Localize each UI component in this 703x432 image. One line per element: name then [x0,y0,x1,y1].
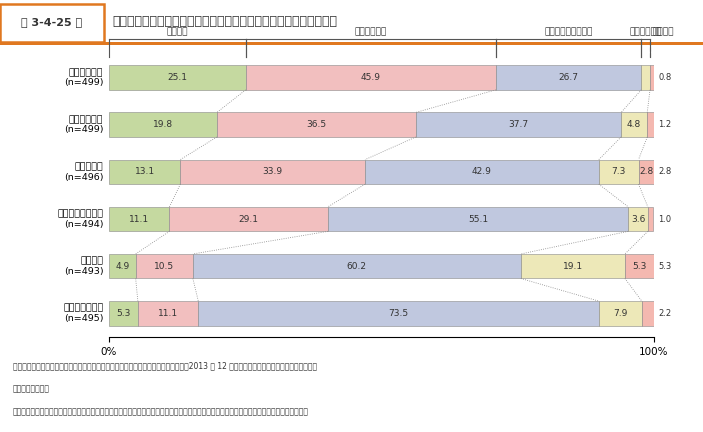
Text: 42.9: 42.9 [472,167,492,176]
Text: 3.6: 3.6 [631,215,645,224]
Text: 13.1: 13.1 [134,167,155,176]
Bar [647,112,654,137]
Bar [198,301,599,326]
Text: 4.8: 4.8 [627,120,641,129]
Text: 第 3-4-25 図: 第 3-4-25 図 [22,17,82,27]
Bar [193,254,521,279]
Text: どちらとも言えない: どちらとも言えない [544,27,593,36]
Bar [0,42,703,45]
Bar [109,65,246,90]
Text: 5.3: 5.3 [116,309,131,318]
Text: 直接投資（販売機能）の開始によって企業の国内事業に与えた影響: 直接投資（販売機能）の開始によって企業の国内事業に与えた影響 [112,15,337,28]
Text: 5.3: 5.3 [632,262,647,271]
Bar [109,112,217,137]
Bar [0,3,104,42]
Bar [217,112,415,137]
Bar [638,160,654,184]
Text: 2.8: 2.8 [658,167,671,176]
Bar [138,301,198,326]
Text: （注）最も重要な直接投資先の機能として、「販売機能」と回答した企業の、直接投資の開始による国内事業への影響の回答を集計している。: （注）最も重要な直接投資先の機能として、「販売機能」と回答した企業の、直接投資の… [13,408,309,417]
Bar [181,160,365,184]
Bar [496,65,641,90]
Bar [169,207,328,231]
Bar [109,160,181,184]
Text: 1.0: 1.0 [657,215,671,224]
Text: 4.9: 4.9 [115,262,129,271]
Text: やや良い影響: やや良い影響 [354,27,387,36]
Text: 資料：中小企業庁委託「中小企業の海外展開の実態把握にかかるアンケート調査」（2013 年 12 月、損保ジャパン日本興亜リスクマネジメ: 資料：中小企業庁委託「中小企業の海外展開の実態把握にかかるアンケート調査」（20… [13,361,317,370]
Bar [599,160,638,184]
Text: 33.9: 33.9 [263,167,283,176]
Text: 25.1: 25.1 [167,73,187,82]
Bar [246,65,496,90]
Text: 19.8: 19.8 [153,120,173,129]
Bar [521,254,625,279]
Text: 36.5: 36.5 [307,120,326,129]
Text: 45.9: 45.9 [361,73,381,82]
Text: 0.8: 0.8 [659,73,672,82]
Bar [641,65,650,90]
Bar [625,254,654,279]
Bar [628,207,647,231]
Bar [109,254,136,279]
Bar [109,301,138,326]
Text: 7.3: 7.3 [612,167,626,176]
Text: 2.8: 2.8 [639,167,653,176]
Text: 10.5: 10.5 [154,262,174,271]
Bar [621,112,647,137]
Text: 5.3: 5.3 [658,262,671,271]
Text: 26.7: 26.7 [558,73,579,82]
Bar [642,301,654,326]
Text: やや悪い影響: やや悪い影響 [629,27,662,36]
Bar [650,65,654,90]
Text: 1.2: 1.2 [658,120,671,129]
Text: 11.1: 11.1 [129,215,149,224]
Text: 37.7: 37.7 [508,120,529,129]
Text: 19.1: 19.1 [563,262,583,271]
Bar [647,207,653,231]
Bar [599,301,642,326]
Text: 2.2: 2.2 [658,309,671,318]
Bar [136,254,193,279]
Text: 11.1: 11.1 [158,309,178,318]
Bar [415,112,621,137]
Text: 55.1: 55.1 [468,215,488,224]
Text: 29.1: 29.1 [239,215,259,224]
Bar [365,160,599,184]
Text: 60.2: 60.2 [347,262,367,271]
Text: ント（株））: ント（株）） [13,384,50,394]
Bar [328,207,628,231]
Text: 悪い影響: 悪い影響 [652,27,674,36]
Text: 7.9: 7.9 [613,309,628,318]
Text: 良い影響: 良い影響 [167,27,188,36]
Text: 73.5: 73.5 [389,309,408,318]
Bar [109,207,169,231]
